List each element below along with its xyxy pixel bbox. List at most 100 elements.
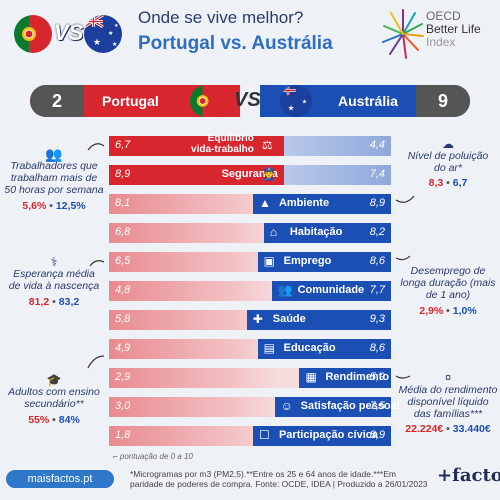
value-australia: 7,7 [369, 284, 385, 296]
note-income-pt: 22.224€ [405, 423, 444, 435]
brand-logo: +factos [437, 465, 500, 486]
work-life-icon: ⚖ [261, 138, 273, 152]
bar-australia [257, 339, 391, 359]
note-long-hours-text: Trabalhadores que trabalham mais de 50 h… [4, 160, 104, 196]
value-australia: 7,5 [369, 400, 385, 412]
category-label: Rendimento [325, 371, 390, 383]
note-unemp-au: 1,0% [452, 305, 477, 317]
category-label: Equilíbrio vida-trabalho [191, 133, 254, 155]
bar-australia [283, 136, 391, 156]
chart-row: 4,9 8,6 Educação ▤ [109, 339, 391, 359]
arrow-air [395, 195, 415, 203]
value-australia: 4,4 [369, 139, 385, 151]
bar-australia [274, 397, 391, 417]
portugal-score: 2 [30, 85, 84, 117]
scale-note-text: pontuação de 0 a 10 [119, 452, 193, 461]
value-australia: 8,6 [369, 342, 385, 354]
separator-dot: • [446, 305, 450, 317]
coins-icon: ¤ [444, 372, 452, 384]
oecd-line1: OECD [426, 9, 461, 23]
arrow-income [395, 375, 411, 379]
site-link[interactable]: maisfactos.pt [6, 470, 114, 488]
value-portugal: 6,8 [115, 226, 131, 238]
note-education-text: Adultos com ensino secundário** [8, 386, 100, 410]
australia-flag-icon: ★ ★ ★ ★ [84, 15, 122, 53]
chart-row: 3,0 7,5 Satisfação pessoal ☺ [109, 397, 400, 417]
category-label: Segurança [221, 168, 278, 180]
note-long-hours: 👥 Trabalhadores que trabalham mais de 50… [4, 146, 104, 212]
svg-text:★: ★ [114, 23, 119, 29]
footer-note: *Microgramas por m3 (PM2,5).**Entre os 2… [130, 469, 428, 489]
svg-text:★: ★ [93, 37, 101, 47]
note-long-hours-pt: 5,6% [22, 200, 47, 212]
note-air-pollution: ☁ Nível de poluição do ar* 8,3 • 6,7 [402, 138, 494, 189]
note-education-pt: 55% [28, 414, 50, 426]
category-label: Habitação [289, 226, 343, 238]
value-portugal: 4,8 [115, 284, 131, 296]
value-portugal: 5,8 [115, 313, 131, 325]
value-australia: 7,4 [369, 168, 385, 180]
value-australia: 8,9 [369, 197, 385, 209]
ballot-box-icon: ☐ [258, 428, 270, 442]
chart-row: 4,8 7,7 Comunidade 👥 [109, 281, 391, 301]
people-icon: 👥 [277, 283, 293, 297]
note-long-term-unemployment: Desemprego de longa duração (mais de 1 a… [400, 265, 496, 317]
page-title: Portugal vs. Austrália [138, 33, 333, 54]
bar-australia [257, 252, 391, 272]
value-australia: 8,9 [369, 429, 385, 441]
category-label: Emprego [283, 255, 332, 267]
happy-person-icon: ☺ [280, 399, 293, 413]
svg-text:★: ★ [108, 30, 113, 37]
note-air-pt: 8,3 [428, 177, 444, 189]
graduation-cap-icon: 🎓 [46, 373, 62, 387]
category-label: Ambiente [278, 197, 330, 209]
chart-row: 6,8 8,2 Habitação ⌂ [109, 223, 391, 243]
site-text[interactable]: maisfactos.pt [27, 473, 93, 485]
separator-dot: • [446, 177, 450, 189]
bar-australia [283, 165, 391, 185]
pollution-icon: ☁ [442, 137, 454, 151]
header: VS ★ ★ ★ ★ Onde se vive melhor? Portugal vs… [0, 0, 500, 70]
australia-score: 9 [416, 85, 470, 117]
note-life-pt: 81,2 [28, 296, 50, 308]
money-icon: ▦ [305, 370, 317, 384]
bar-portugal [109, 136, 284, 156]
bar-australia [246, 310, 391, 330]
note-life-au: 83,2 [58, 296, 80, 308]
people-working-icon: 👥 [45, 146, 63, 162]
chart-row: 5,8 9,3 Saúde ✚ [109, 310, 391, 330]
chart-row: 6,5 8,6 Emprego ▣ [109, 252, 391, 272]
bar-australia [271, 281, 391, 301]
australia-score-bar: ★ ★ Austrália 9 [260, 85, 470, 117]
bar-australia [252, 194, 391, 214]
value-portugal: 6,7 [115, 139, 131, 151]
books-icon: ▤ [263, 341, 275, 355]
arrow-long-hours [87, 143, 105, 151]
chart-row: 8,9 7,4 Segurança 👮 [109, 165, 391, 185]
portugal-score-bar: 2 Portugal [30, 85, 240, 117]
note-unemp-pt: 2,9% [419, 305, 444, 317]
category-label: Satisfação pessoal [300, 400, 400, 412]
value-australia: 8,6 [369, 255, 385, 267]
oecd-label: OECD Better Life Index [426, 10, 481, 49]
separator-dot: • [52, 414, 56, 426]
category-label: Educação [283, 342, 336, 354]
note-education-au: 84% [58, 414, 80, 426]
scale-note: ⌐ pontuação de 0 a 10 [113, 452, 193, 461]
briefcase-icon: ▣ [263, 254, 275, 268]
arrow-education [87, 355, 105, 369]
chart-row: 1,8 8,9 Participação cívica ☐ [109, 426, 391, 446]
bar-portugal [109, 165, 284, 185]
oecd-logo-icon [382, 8, 424, 60]
svg-text:★: ★ [302, 99, 307, 106]
house-icon: ⌂ [269, 225, 278, 239]
scoreboard: 2 Portugal VS ★ ★ Austrália 9 [30, 85, 470, 117]
note-secondary-education: 🎓 Adultos com ensino secundário** 55% • … [6, 374, 102, 426]
scoreboard-vs: VS [234, 89, 261, 111]
bar-australia [263, 223, 391, 243]
separator-dot: • [446, 423, 450, 435]
note-air-text: Nível de poluição do ar* [407, 150, 489, 174]
note-life-expectancy: ⚕ Esperança média de vida à nascença 81,… [6, 256, 102, 308]
svg-text:★: ★ [112, 41, 117, 48]
